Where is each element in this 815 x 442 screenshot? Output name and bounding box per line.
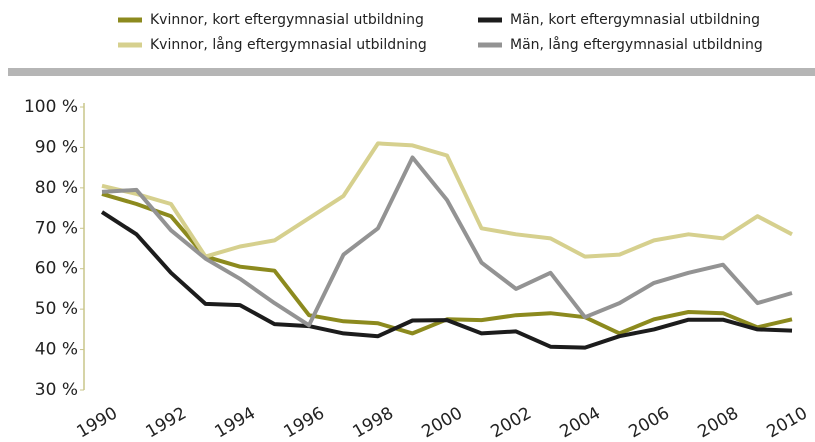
legend-label: Män, kort eftergymnasial utbildning	[510, 12, 760, 28]
legend-label: Kvinnor, lång eftergymnasial utbildning	[150, 36, 427, 53]
y-tick-label: 100 %	[24, 97, 78, 117]
x-tick-label: 2002	[488, 403, 535, 442]
y-tick-label: 90 %	[35, 137, 78, 157]
y-tick-label: 30 %	[35, 380, 78, 400]
x-tick-label: 2000	[419, 403, 466, 442]
divider	[8, 68, 815, 76]
x-tick-label: 2004	[557, 403, 604, 442]
legend-label: Män, lång eftergymnasial utbildning	[510, 36, 763, 53]
x-tick-label: 1990	[74, 403, 121, 442]
legend-label: Kvinnor, kort eftergymnasial utbildning	[150, 12, 424, 28]
series-line	[101, 191, 793, 336]
y-tick-label: 70 %	[35, 218, 78, 238]
y-tick-label: 60 %	[35, 259, 78, 279]
x-tick-label: 2008	[695, 403, 742, 442]
y-tick-label: 80 %	[35, 178, 78, 198]
series-line	[101, 141, 793, 259]
x-tick-label: 1994	[212, 403, 259, 442]
series-line	[101, 155, 793, 328]
x-tick-label: 2010	[764, 403, 811, 442]
x-tick-label: 1996	[281, 403, 328, 442]
x-tick-label: 2006	[626, 403, 673, 442]
series-line	[100, 210, 793, 350]
x-tick-label: 1998	[350, 403, 397, 442]
y-tick-label: 50 %	[35, 299, 78, 319]
y-tick-label: 40 %	[35, 340, 78, 360]
x-tick-label: 1992	[143, 403, 190, 442]
